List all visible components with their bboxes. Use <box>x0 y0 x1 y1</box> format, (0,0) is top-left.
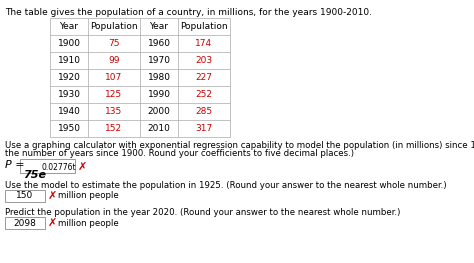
Text: 1920: 1920 <box>57 73 81 82</box>
Text: 227: 227 <box>195 73 212 82</box>
Text: ✗: ✗ <box>78 162 87 172</box>
FancyBboxPatch shape <box>5 190 45 202</box>
Text: Use a graphing calculator with exponential regression capability to model the po: Use a graphing calculator with exponenti… <box>5 141 474 150</box>
Text: Year: Year <box>60 22 79 31</box>
Text: Predict the population in the year 2020. (Round your answer to the nearest whole: Predict the population in the year 2020.… <box>5 208 401 217</box>
FancyBboxPatch shape <box>5 217 45 229</box>
Text: 1970: 1970 <box>147 56 171 65</box>
Text: 1950: 1950 <box>57 124 81 133</box>
Text: 1940: 1940 <box>57 107 81 116</box>
Text: Year: Year <box>149 22 168 31</box>
Text: 317: 317 <box>195 124 213 133</box>
Text: The table gives the population of a country, in millions, for the years 1900-201: The table gives the population of a coun… <box>5 8 372 17</box>
Text: 2010: 2010 <box>147 124 171 133</box>
Text: 1910: 1910 <box>57 56 81 65</box>
Text: 135: 135 <box>105 107 123 116</box>
Text: 99: 99 <box>108 56 120 65</box>
Text: 125: 125 <box>105 90 123 99</box>
Text: 174: 174 <box>195 39 212 48</box>
FancyBboxPatch shape <box>20 159 75 173</box>
Text: 1930: 1930 <box>57 90 81 99</box>
Text: 1990: 1990 <box>147 90 171 99</box>
Text: 1900: 1900 <box>57 39 81 48</box>
Text: 0.02776t: 0.02776t <box>42 163 77 172</box>
Text: Population: Population <box>180 22 228 31</box>
Text: 75e: 75e <box>23 170 46 180</box>
Text: ✗: ✗ <box>48 191 57 201</box>
Text: 1960: 1960 <box>147 39 171 48</box>
Text: 150: 150 <box>17 191 34 200</box>
Text: Use the model to estimate the population in 1925. (Round your answer to the near: Use the model to estimate the population… <box>5 181 447 190</box>
Text: 152: 152 <box>105 124 123 133</box>
Text: 203: 203 <box>195 56 212 65</box>
Text: 107: 107 <box>105 73 123 82</box>
Text: 252: 252 <box>195 90 212 99</box>
Text: 75: 75 <box>108 39 120 48</box>
Text: million people: million people <box>58 191 119 200</box>
Text: 285: 285 <box>195 107 212 116</box>
Text: P =: P = <box>5 160 28 170</box>
Text: ✗: ✗ <box>48 218 57 228</box>
Text: 2000: 2000 <box>147 107 171 116</box>
Text: million people: million people <box>58 219 119 227</box>
Text: the number of years since 1900. Round your coefficients to five decimal places.): the number of years since 1900. Round yo… <box>5 149 354 158</box>
Text: Population: Population <box>90 22 138 31</box>
Text: 2098: 2098 <box>14 219 36 227</box>
Text: 1980: 1980 <box>147 73 171 82</box>
